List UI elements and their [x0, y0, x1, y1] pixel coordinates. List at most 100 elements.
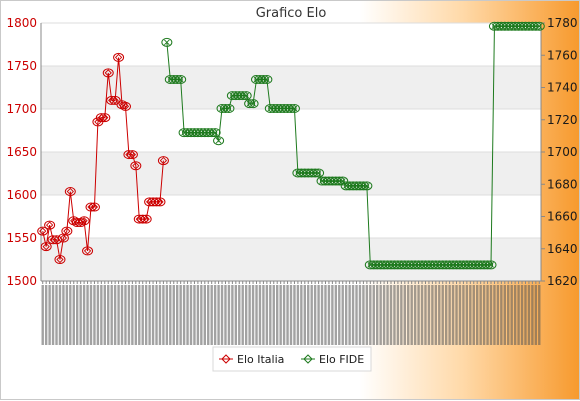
- data-point-marker: [45, 221, 54, 229]
- data-point-marker: [364, 183, 370, 189]
- data-point: [216, 103, 228, 113]
- x-tick-label: [417, 285, 420, 345]
- data-point: [206, 128, 218, 138]
- x-tick-label: [286, 285, 289, 345]
- x-tick-label: [513, 285, 517, 345]
- x-tick-label: [538, 285, 541, 345]
- x-tick-label: [317, 285, 320, 345]
- x-tick-label: [224, 285, 227, 345]
- x-tick-label: [524, 285, 527, 345]
- data-point: [261, 74, 273, 84]
- data-point-marker: [59, 234, 68, 242]
- x-tick-label: [313, 285, 317, 345]
- x-tick-label: [134, 285, 138, 345]
- chart-title: Grafico Elo: [256, 6, 327, 21]
- x-tick-label: [276, 285, 279, 345]
- x-tick-label: [189, 285, 193, 345]
- x-tick-label: [58, 285, 62, 345]
- x-tick-label: [486, 285, 489, 345]
- y-tick-left-label: 1600: [6, 188, 37, 202]
- data-point: [254, 74, 266, 84]
- data-point: [130, 161, 142, 171]
- data-point: [37, 226, 49, 236]
- data-point: [202, 128, 214, 138]
- x-tick-label: [244, 285, 248, 345]
- x-tick-label: [169, 285, 172, 345]
- data-point: [99, 113, 111, 123]
- data-point: [133, 214, 145, 224]
- data-point: [282, 103, 294, 113]
- x-tick-label: [172, 285, 175, 345]
- data-point: [240, 91, 252, 101]
- data-point-marker: [226, 105, 232, 112]
- x-tick-label: [331, 285, 334, 345]
- data-point: [237, 91, 249, 101]
- x-tick-label: [120, 285, 124, 345]
- legend: Elo Italia Elo FIDE: [212, 346, 372, 372]
- x-tick-label: [324, 285, 327, 345]
- data-point: [361, 181, 373, 191]
- y-tick-right-label: 1680: [547, 177, 578, 191]
- x-tick-label: [531, 285, 534, 345]
- data-point-marker: [56, 255, 64, 264]
- x-tick-label: [255, 285, 258, 345]
- x-tick-label: [182, 285, 186, 345]
- data-point-marker: [315, 170, 322, 176]
- y-tick-right-label: 1780: [547, 16, 578, 30]
- x-tick-label: [165, 285, 169, 345]
- x-tick-label: [507, 285, 510, 345]
- x-tick-label: [444, 285, 448, 345]
- x-tick-label: [448, 285, 451, 345]
- x-tick-label: [348, 285, 351, 345]
- data-point: [306, 168, 318, 178]
- data-point: [109, 95, 121, 105]
- x-tick-label: [110, 285, 113, 345]
- x-tick-label: [420, 285, 424, 345]
- data-point: [526, 21, 538, 31]
- data-point: [209, 128, 221, 138]
- x-tick-label: [393, 285, 396, 345]
- data-point: [95, 113, 107, 123]
- x-tick-label: [400, 285, 403, 345]
- data-point: [257, 74, 269, 84]
- x-tick-label: [403, 285, 406, 345]
- data-point: [44, 220, 56, 230]
- data-point: [123, 150, 135, 160]
- x-tick-label: [76, 285, 79, 345]
- x-tick-label: [193, 285, 196, 345]
- data-point: [168, 74, 180, 84]
- data-point: [478, 260, 490, 270]
- legend-italia-label: Elo Italia: [237, 353, 284, 366]
- x-tick-label: [469, 285, 472, 345]
- x-tick-label: [462, 285, 465, 345]
- x-tick-label: [103, 285, 106, 345]
- x-tick-label: [431, 285, 434, 345]
- x-tick-label: [358, 285, 362, 345]
- data-point: [137, 214, 149, 224]
- x-tick-label: [220, 285, 224, 345]
- x-tick-label: [155, 285, 158, 345]
- data-point-marker: [80, 217, 88, 225]
- data-point: [330, 176, 342, 186]
- y-tick-right-label: 1740: [547, 81, 578, 95]
- data-point-marker: [104, 69, 112, 77]
- data-point: [64, 187, 76, 197]
- legend-fide-label: Elo FIDE: [319, 353, 364, 366]
- data-point-marker: [114, 53, 123, 62]
- data-point-marker: [101, 113, 109, 122]
- x-tick-label: [138, 285, 141, 345]
- x-tick-label: [289, 285, 293, 345]
- data-point-marker: [70, 217, 78, 225]
- x-tick-label: [107, 285, 110, 345]
- x-tick-label: [48, 285, 51, 345]
- x-tick-label: [527, 285, 531, 345]
- y-tick-right-label: 1720: [547, 113, 578, 127]
- x-tick-label: [231, 285, 234, 345]
- y-tick-right-label: 1620: [547, 274, 578, 288]
- data-point: [171, 74, 183, 84]
- x-tick-label: [451, 285, 455, 345]
- grid-band: [41, 66, 541, 109]
- data-point: [485, 260, 497, 270]
- y-tick-left-label: 1650: [6, 145, 37, 159]
- data-point-marker: [264, 76, 270, 83]
